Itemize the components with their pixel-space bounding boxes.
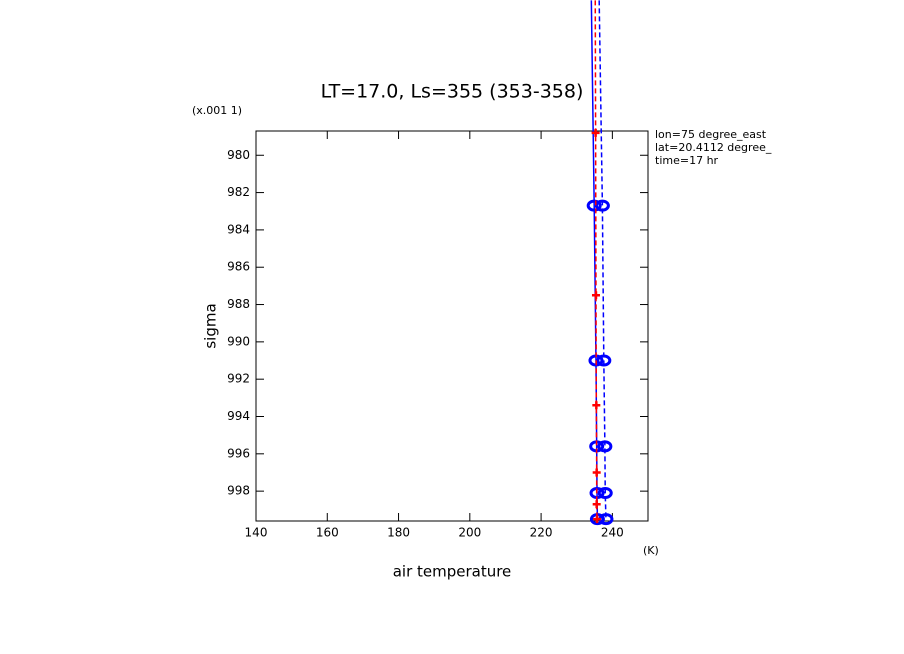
- x-tick-label: 160: [316, 526, 339, 540]
- y-tick-label: 994: [227, 409, 250, 423]
- x-tick-label: 220: [530, 526, 553, 540]
- annotation: time=17 hr: [655, 154, 719, 167]
- y-tick-label: 992: [227, 372, 250, 386]
- marker: [597, 440, 613, 453]
- x-axis-label: air temperature: [393, 563, 512, 581]
- y-tick-label: 990: [227, 334, 250, 348]
- marker: [591, 291, 600, 300]
- x-tick-label: 180: [387, 526, 410, 540]
- x-tick-label: 240: [601, 526, 624, 540]
- plot-frame: [255, 130, 649, 522]
- y-tick-label: 982: [227, 185, 250, 199]
- y-axis-label: sigma: [202, 303, 220, 348]
- marker: [593, 515, 602, 524]
- y-tick-label: 980: [227, 148, 250, 162]
- marker: [596, 354, 612, 367]
- marker: [592, 468, 601, 477]
- marker: [586, 199, 602, 212]
- marker: [592, 500, 601, 509]
- marker: [597, 487, 613, 500]
- annotation: lat=20.4112 degree_: [655, 141, 772, 154]
- y-multiplier: (x.001 1): [192, 104, 242, 117]
- x-tick-label: 140: [245, 526, 268, 540]
- y-tick-label: 996: [227, 446, 250, 460]
- marker: [591, 128, 600, 137]
- y-tick-label: 988: [227, 297, 250, 311]
- chart-title: LT=17.0, Ls=355 (353-358): [321, 81, 584, 103]
- marker: [594, 199, 610, 212]
- y-tick-label: 998: [227, 484, 250, 498]
- x-tick-label: 200: [458, 526, 481, 540]
- y-tick-label: 986: [227, 260, 250, 274]
- x-unit: (K): [643, 544, 659, 557]
- annotation: lon=75 degree_east: [655, 128, 767, 141]
- y-tick-label: 984: [227, 222, 250, 236]
- marker: [592, 401, 601, 410]
